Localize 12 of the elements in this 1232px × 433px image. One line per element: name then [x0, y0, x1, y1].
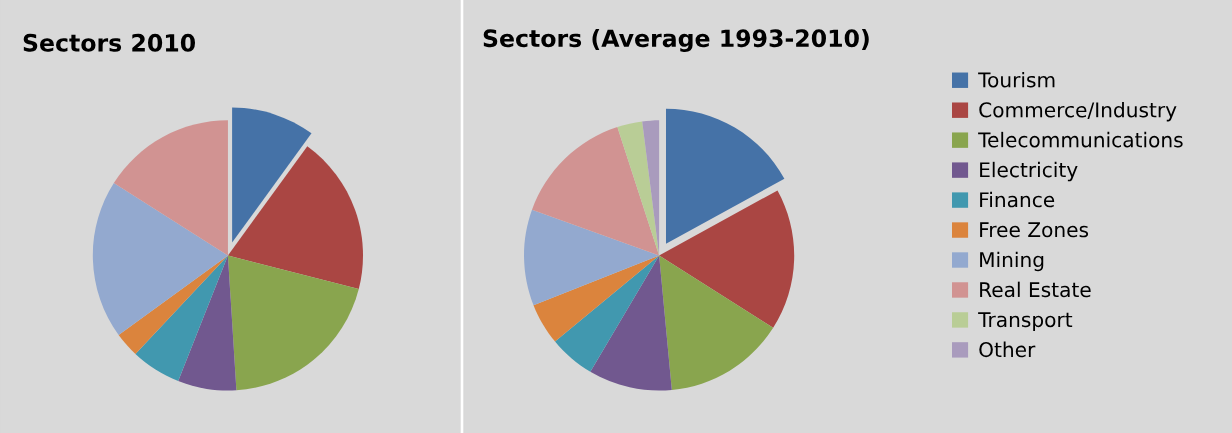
chart-title: Sectors (Average 1993-2010) [483, 28, 869, 52]
legend-label: Real Estate [980, 281, 1091, 298]
legend-label: Electricity [980, 161, 1078, 182]
legend-label: Mining [980, 251, 1044, 272]
legend-label: Commerce/Industry [979, 101, 1177, 122]
legend-label: Finance [980, 191, 1055, 208]
legend-label: Telecommunications [978, 131, 1183, 148]
legend-label: Transport [978, 312, 1073, 332]
chart-title: Sectors 2010 [23, 33, 196, 52]
legend-label: Free Zones [980, 222, 1089, 238]
legend-label: Tourism [978, 71, 1055, 88]
legend-label: Other [979, 341, 1036, 358]
